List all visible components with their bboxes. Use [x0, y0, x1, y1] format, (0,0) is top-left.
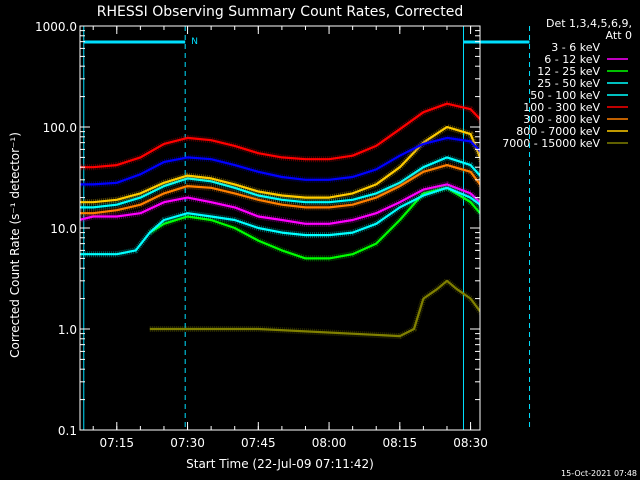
legend-label: 800 - 7000 keV [516, 125, 600, 138]
legend-label: 7000 - 15000 keV [502, 137, 600, 150]
legend-label: 6 - 12 keV [544, 53, 600, 66]
y-axis-label: Corrected Count Rate (s⁻¹ detector⁻¹) [8, 132, 22, 358]
legend-label: 12 - 25 keV [537, 65, 600, 78]
series-line-6 [80, 164, 480, 215]
series-line-9 [80, 136, 480, 186]
x-axis-label: Start Time (22-Jul-09 07:11:42) [186, 457, 374, 471]
legend-label: 50 - 100 keV [530, 89, 600, 102]
series-line-5 [80, 102, 480, 169]
x-tick-label: 08:15 [383, 436, 418, 450]
legend-header-1: Det 1,3,4,5,6,9, [546, 17, 632, 30]
y-tick-label: 10.0 [50, 222, 77, 236]
night-label: N [191, 37, 198, 47]
y-tick-label: 1.0 [58, 323, 77, 337]
series-noise-1 [80, 181, 480, 227]
plot-frame [79, 25, 481, 431]
series-line-4 [80, 156, 480, 209]
x-tick-label: 07:15 [99, 436, 134, 450]
series-line-3 [80, 186, 480, 256]
y-tick-label: 1000.0 [35, 20, 77, 34]
series-noise-4 [80, 154, 480, 211]
x-tick-label: 08:30 [453, 436, 488, 450]
x-tick-label: 07:30 [170, 436, 205, 450]
series-noise-6 [80, 161, 480, 217]
legend-header-2: Att 0 [606, 29, 632, 42]
series-line-0 [163, 198, 480, 252]
legend-label: 3 - 6 keV [551, 41, 600, 54]
plot-area: N 0.1 1.0 10.0 100.0 1000.0 07:15 07:30 07:45 08:… [35, 20, 531, 450]
x-tick-label: 08:00 [312, 436, 347, 450]
series-line-8 [149, 279, 480, 338]
footer-date: 15-Oct-2021 07:48 [561, 469, 637, 478]
legend-label: 25 - 50 keV [537, 77, 600, 90]
series-noise-8 [149, 276, 480, 340]
series-noise-5 [80, 100, 480, 171]
series-group [80, 100, 480, 340]
series-noise-0 [162, 196, 480, 254]
chart-title: RHESSI Observing Summary Count Rates, Co… [97, 4, 463, 20]
series-noise-9 [80, 134, 480, 188]
y-tick-label: 100.0 [43, 121, 77, 135]
x-tick-label: 07:45 [241, 436, 276, 450]
y-tick-label: 0.1 [58, 424, 77, 438]
legend-label: 300 - 800 keV [523, 113, 600, 126]
legend-label: 100 - 300 keV [523, 101, 600, 114]
